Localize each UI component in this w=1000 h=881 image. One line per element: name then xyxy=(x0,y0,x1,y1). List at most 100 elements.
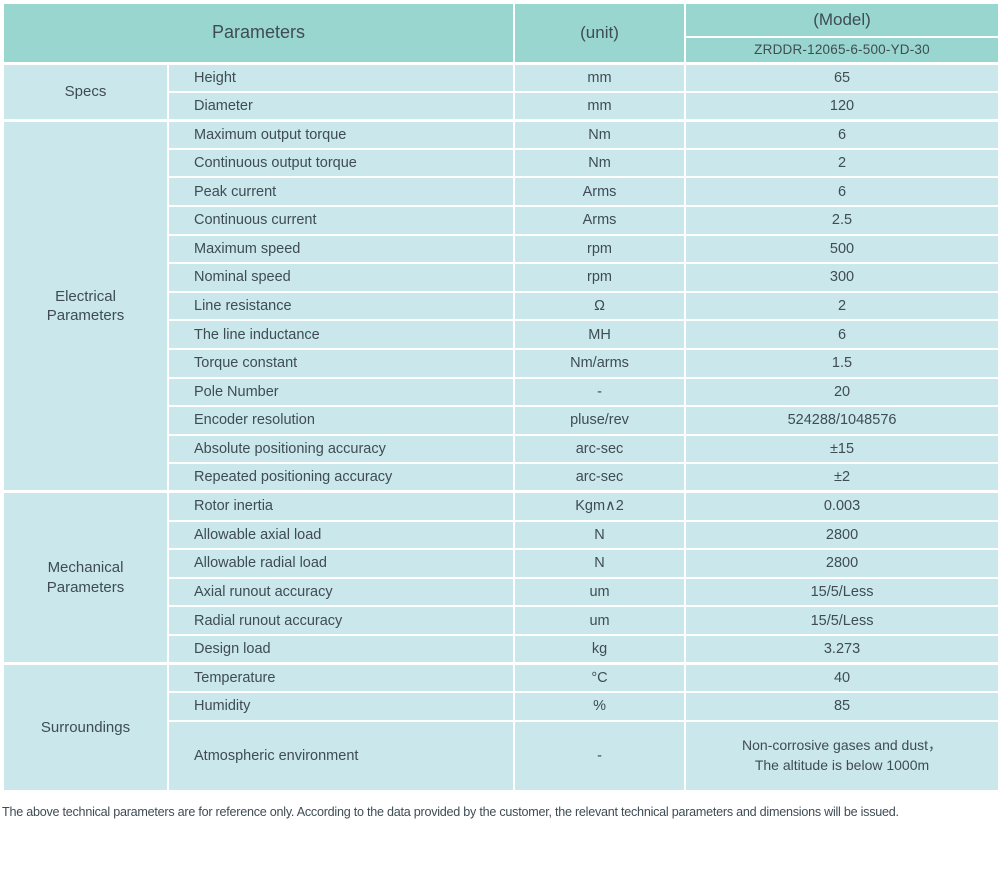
unit-cell: rpm xyxy=(513,262,687,293)
unit-cell: Ω xyxy=(513,290,687,322)
value-cell: 2800 xyxy=(684,519,1000,551)
value-cell: 2800 xyxy=(684,548,1000,579)
header-row-1: Parameters (unit) (Model) xyxy=(1,2,1000,64)
unit-cell: arc-sec xyxy=(513,462,687,493)
value-cell: 6 xyxy=(684,118,1000,150)
param-cell: Allowable axial load xyxy=(166,519,516,551)
unit-cell: Kgm∧2 xyxy=(513,490,687,522)
value-cell: 500 xyxy=(684,233,1000,265)
unit-cell: mm xyxy=(513,90,687,122)
param-cell: Radial runout accuracy xyxy=(166,605,516,636)
param-cell: Design load xyxy=(166,633,516,665)
table-body: Specs Height mm 65 Diameter mm 120 Electrical P… xyxy=(2,61,1000,792)
param-cell: Absolute positioning accuracy xyxy=(166,433,516,465)
table-row: The line inductance MH 6 xyxy=(3,319,1000,350)
param-cell: Peak current xyxy=(166,176,516,207)
table-row: Design load kg 3.273 xyxy=(3,633,1000,665)
unit-cell: Arms xyxy=(513,204,687,236)
value-cell: 3.273 xyxy=(684,633,1000,665)
table-row: Line resistance Ω 2 xyxy=(3,290,1000,322)
table-row: Allowable axial load N 2800 xyxy=(3,519,1000,551)
unit-cell: % xyxy=(513,691,687,722)
value-cell: ±2 xyxy=(684,462,1000,493)
value-cell: 2 xyxy=(684,290,1000,322)
table-row: Mechanical Parameters Rotor inertia Kgm∧2 0… xyxy=(2,490,1000,665)
table-row: Allowable radial load N 2800 xyxy=(3,548,1000,579)
unit-cell: Arms xyxy=(513,176,687,207)
param-cell: Temperature xyxy=(166,661,516,694)
unit-cell: Nm xyxy=(513,147,687,179)
footnote: The above technical parameters are for r… xyxy=(2,804,899,819)
table-row: Torque constant Nm/arms 1.5 xyxy=(3,347,1000,379)
value-cell: 40 xyxy=(684,661,1000,694)
param-cell: Atmospheric environment xyxy=(166,719,516,792)
table-row: Humidity% 85 xyxy=(3,691,1000,722)
unit-cell: - xyxy=(513,376,687,408)
unit-cell: Nm xyxy=(513,118,687,150)
unit-cell: rpm xyxy=(513,233,687,265)
value-cell: 6 xyxy=(684,319,1000,350)
value-line: Non-corrosive gases and dust， xyxy=(742,737,943,754)
param-cell: Pole Number xyxy=(166,376,516,408)
unit-cell: mm xyxy=(513,61,687,93)
param-cell: The line inductance xyxy=(166,319,516,350)
value-cell: 15/5/Less xyxy=(684,576,1000,608)
table-row: Maximum speed rpm 500 xyxy=(3,233,1000,265)
table-row: Absolute positioning accuracy arc-sec ±15 xyxy=(3,433,1000,465)
value-cell: 300 xyxy=(684,262,1000,293)
param-cell: Continuous current xyxy=(166,204,516,236)
unit-cell: pluse/rev xyxy=(513,405,687,436)
param-cell: Diameter xyxy=(166,90,516,122)
table-row: Diameter mm 120 xyxy=(3,90,1000,122)
value-cell: 120 xyxy=(684,90,1000,122)
value-cell: Non-corrosive gases and dust， The altitud… xyxy=(684,719,1000,792)
table-row: Repeated positioning accuracy arc-sec ±2 xyxy=(3,462,1000,493)
table-row: Surroundings Temperature °C 40 xyxy=(2,661,1000,792)
table-row: Electrical Parameters Maximum output torq… xyxy=(2,118,1000,493)
section-label-surroundings: Surroundings xyxy=(2,661,169,792)
value-cell: ±15 xyxy=(684,433,1000,465)
param-cell: Axial runout accuracy xyxy=(166,576,516,608)
model-code: ZRDDR-12065-6-500-YD-30 xyxy=(684,36,1000,64)
section-label-mechanical-parameters: Mechanical Parameters xyxy=(2,490,169,665)
param-cell: Rotor inertia xyxy=(166,490,516,522)
param-cell: Torque constant xyxy=(166,347,516,379)
param-cell: Nominal speed xyxy=(166,262,516,293)
value-cell: 2 xyxy=(684,147,1000,179)
table-row: Specs Height mm 65 xyxy=(2,61,1000,122)
unit-cell: kg xyxy=(513,633,687,665)
header-row-2: ZRDDR-12065-6-500-YD-30 xyxy=(3,36,1000,64)
table-row: Atmospheric environment - Non-corrosive ga… xyxy=(3,719,1000,792)
unit-cell: N xyxy=(513,548,687,579)
section-label-specs: Specs xyxy=(2,61,169,122)
value-line: The altitude is below 1000m xyxy=(754,756,930,773)
param-cell: Repeated positioning accuracy xyxy=(166,462,516,493)
unit-cell: MH xyxy=(513,319,687,350)
table-header: Parameters (unit) (Model) ZRDDR-12065-6-… xyxy=(1,2,1000,64)
table-row: Axial runout accuracy um 15/5/Less xyxy=(3,576,1000,608)
param-cell: Allowable radial load xyxy=(166,548,516,579)
table-row: Continuous output torque Nm 2 xyxy=(3,147,1000,179)
value-cell: 0.003 xyxy=(684,490,1000,522)
table-row: Pole Number -20 xyxy=(3,376,1000,408)
table-row: Peak current Arms 6 xyxy=(3,176,1000,207)
value-cell: 524288/1048576 xyxy=(684,405,1000,436)
param-cell: Continuous output torque xyxy=(166,147,516,179)
unit-cell: °C xyxy=(513,661,687,694)
unit-cell: um xyxy=(513,605,687,636)
param-cell: Encoder resolution xyxy=(166,405,516,436)
unit-cell: N xyxy=(513,519,687,551)
value-cell: 2.5 xyxy=(684,204,1000,236)
parameters-header: Parameters xyxy=(1,2,516,64)
param-cell: Humidity xyxy=(166,691,516,722)
param-cell: Line resistance xyxy=(166,290,516,322)
table-row: Continuous current Arms 2.5 xyxy=(3,204,1000,236)
unit-header: (unit) xyxy=(513,2,687,64)
unit-cell: um xyxy=(513,576,687,608)
value-cell: 65 xyxy=(684,61,1000,93)
unit-cell: Nm/arms xyxy=(513,347,687,379)
parameters-table: Parameters (unit) (Model) ZRDDR-12065-6-… xyxy=(1,2,1000,792)
value-cell: 20 xyxy=(684,376,1000,408)
section-label-electrical-parameters: Electrical Parameters xyxy=(2,118,169,493)
param-cell: Maximum output torque xyxy=(166,118,516,150)
